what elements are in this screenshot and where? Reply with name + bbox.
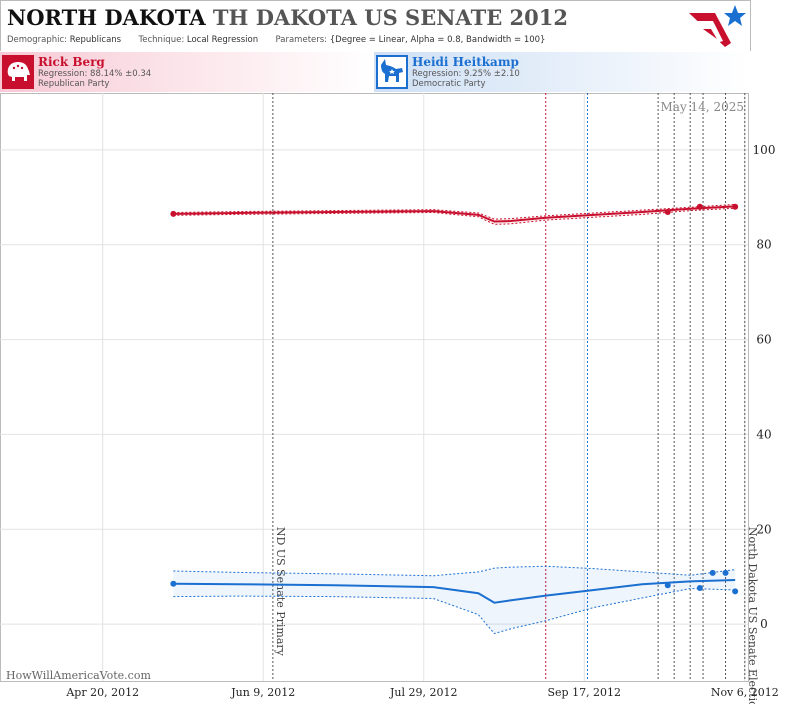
watermark: HowWillAmericaVote.com: [6, 669, 151, 682]
y-axis: 0 20 40 60 80 100: [753, 143, 776, 631]
poll-point: [732, 588, 739, 595]
stars-and-stripes-logo-icon[interactable]: [687, 3, 747, 49]
demographic-key: Demographic:: [7, 35, 68, 45]
poll-point: [170, 580, 177, 587]
candidate-party: Democratic Party: [412, 79, 486, 89]
upper-bound-line: [173, 565, 736, 577]
parameters-key: Parameters:: [275, 35, 328, 45]
confidence-bands: [173, 203, 736, 635]
page-header: NORTH DAKOTA TH DAKOTA US SENATE 2012 De…: [0, 0, 751, 51]
candidate-name: Rick Berg: [38, 55, 105, 69]
technique-key: Technique:: [138, 35, 185, 45]
y-tick-label: 20: [756, 522, 771, 536]
candidate-regression: Regression: 88.14% ±0.34: [38, 69, 152, 79]
elephant-icon: [2, 55, 34, 89]
y-tick-label: 80: [756, 238, 771, 252]
x-tick-label: Apr 20, 2012: [65, 686, 139, 699]
x-tick-label: Jun 9, 2012: [230, 686, 295, 699]
candidate-name: Heidi Heitkamp: [412, 55, 519, 69]
title-state: NORTH DAKOTA: [7, 5, 206, 30]
series-line: [173, 205, 736, 223]
parameters-line: Demographic: Republicans Technique: Loca…: [7, 35, 545, 45]
donkey-icon: [376, 55, 408, 89]
plot-border: [0, 93, 749, 682]
confidence-band: [173, 566, 736, 634]
y-tick-label: 40: [756, 427, 771, 441]
event-label: ND US Senate Primary: [274, 527, 287, 657]
parameters-value: {Degree = Linear, Alpha = 0.8, Bandwidth…: [329, 35, 546, 45]
lower-bound-line: [173, 207, 736, 225]
candidate-party: Republican Party: [38, 79, 110, 89]
demographic-value: Republicans: [69, 35, 122, 45]
poll-point: [170, 210, 177, 217]
poll-point: [732, 203, 739, 210]
upper-bound-line: [173, 203, 736, 220]
candidate-card-rick-berg[interactable]: Rick Berg Regression: 88.14% ±0.34 Repub…: [0, 52, 374, 92]
poll-point: [664, 582, 671, 589]
lower-bound-line: [173, 588, 736, 635]
poll-point: [696, 585, 703, 592]
poll-point: [722, 569, 729, 576]
poll-point: [709, 569, 716, 576]
x-axis: Apr 20, 2012 Jun 9, 2012 Jul 29, 2012 Sep 1…: [65, 686, 778, 699]
chart-date-label: May 14, 2025: [661, 100, 744, 114]
poll-points: [170, 203, 739, 595]
x-tick-label: Nov 6, 2012: [711, 686, 779, 699]
poll-point: [664, 209, 671, 216]
poll-point: [696, 203, 703, 210]
y-tick-label: 60: [756, 333, 771, 347]
technique-value: Local Regression: [186, 35, 259, 45]
candidate-card-heidi-heitkamp[interactable]: Heidi Heitkamp Regression: 9.25% ±2.10 D…: [374, 52, 749, 92]
grid: [0, 93, 748, 681]
candidate-regression: Regression: 9.25% ±2.10: [412, 69, 520, 79]
regression-lines: [173, 205, 736, 604]
x-tick-label: Sep 17, 2012: [547, 686, 621, 699]
y-tick-label: 0: [760, 617, 768, 631]
y-tick-label: 100: [753, 143, 776, 157]
series-line: [173, 578, 736, 604]
polling-chart[interactable]: ND US Senate Primary North Dakota US Sena…: [0, 93, 789, 704]
x-tick-label: Jul 29, 2012: [389, 686, 458, 699]
page-title: NORTH DAKOTA TH DAKOTA US SENATE 2012: [7, 5, 568, 30]
title-race: TH DAKOTA US SENATE 2012: [212, 5, 568, 30]
event-label: North Dakota US Senate Election: [746, 527, 759, 704]
